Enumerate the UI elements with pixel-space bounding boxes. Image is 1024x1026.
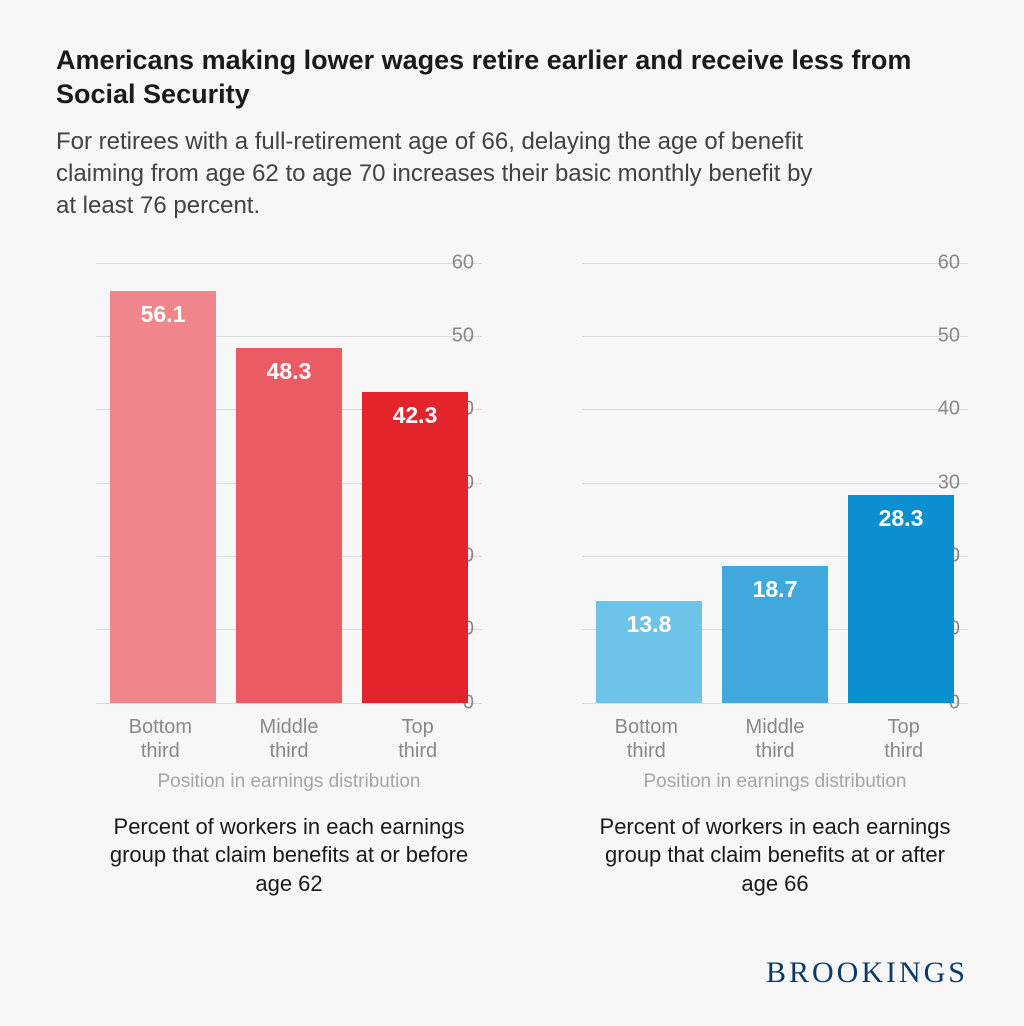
bar-slot: 48.3 (226, 263, 352, 703)
bar-slot: 28.3 (838, 263, 964, 703)
gridline (582, 703, 968, 704)
bar: 18.7 (722, 566, 828, 703)
bar-value-label: 18.7 (753, 576, 798, 603)
plot-area: 010203040506013.818.728.3 (542, 263, 968, 703)
x-axis-title: Position in earnings distribution (96, 771, 482, 793)
bar-value-label: 13.8 (627, 611, 672, 638)
bar-value-label: 48.3 (267, 358, 312, 385)
gridline (96, 703, 482, 704)
x-tick-label: Middlethird (711, 715, 840, 763)
chart-row: 010203040506056.148.342.3BottomthirdMidd… (56, 263, 968, 928)
chart-panel-0: 010203040506056.148.342.3BottomthirdMidd… (56, 263, 482, 928)
bar-slot: 13.8 (586, 263, 712, 703)
bar: 28.3 (848, 495, 954, 703)
bar-slot: 56.1 (100, 263, 226, 703)
chart-title: Americans making lower wages retire earl… (56, 44, 968, 112)
bar: 13.8 (596, 601, 702, 702)
chart-panel-1: 010203040506013.818.728.3BottomthirdMidd… (542, 263, 968, 928)
bars-container: 13.8 18.7 28.3 (582, 263, 968, 703)
x-labels: BottomthirdMiddlethirdTopthird (96, 715, 482, 763)
brand-label: BROOKINGS (56, 956, 968, 990)
bar: 48.3 (236, 348, 342, 702)
x-tick-label: Bottomthird (96, 715, 225, 763)
panel-group-title: Percent of workers in each earnings grou… (582, 813, 968, 899)
bar-value-label: 42.3 (393, 402, 438, 429)
x-tick-label: Topthird (353, 715, 482, 763)
panel-group-title: Percent of workers in each earnings grou… (96, 813, 482, 899)
bar: 56.1 (110, 291, 216, 702)
bar: 42.3 (362, 392, 468, 702)
x-labels: BottomthirdMiddlethirdTopthird (582, 715, 968, 763)
x-axis-title: Position in earnings distribution (582, 771, 968, 793)
bar-value-label: 56.1 (141, 301, 186, 328)
bars-container: 56.1 48.3 42.3 (96, 263, 482, 703)
plot-area: 010203040506056.148.342.3 (56, 263, 482, 703)
x-tick-label: Middlethird (225, 715, 354, 763)
chart-subtitle: For retirees with a full-retirement age … (56, 126, 836, 223)
x-tick-label: Bottomthird (582, 715, 711, 763)
bar-slot: 18.7 (712, 263, 838, 703)
bar-slot: 42.3 (352, 263, 478, 703)
bar-value-label: 28.3 (879, 505, 924, 532)
x-tick-label: Topthird (839, 715, 968, 763)
